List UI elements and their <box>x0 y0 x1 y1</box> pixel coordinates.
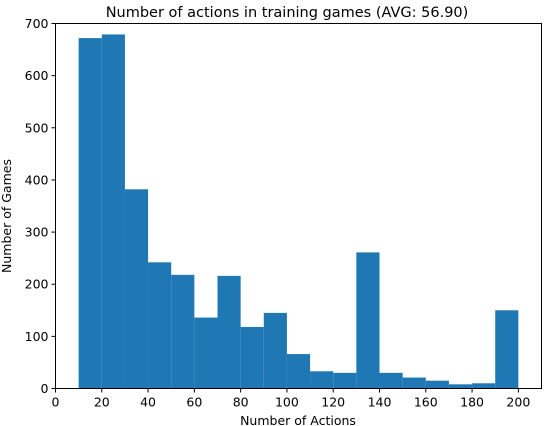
y-tick-label: 300 <box>25 225 49 240</box>
x-tick-label: 100 <box>275 395 299 410</box>
x-tick-label: 20 <box>94 395 110 410</box>
x-axis-label: Number of Actions <box>240 413 356 426</box>
y-tick-label: 200 <box>25 277 49 292</box>
y-axis-label: Number of Games <box>0 159 14 273</box>
histogram-bar <box>356 252 380 389</box>
y-tick-label: 700 <box>25 16 49 31</box>
histogram-bar <box>472 383 496 389</box>
histogram-bar <box>286 354 311 389</box>
y-tick-label: 400 <box>25 172 49 187</box>
histogram-bar <box>194 317 218 389</box>
bars-group <box>78 34 519 389</box>
y-tick-label: 0 <box>41 381 49 396</box>
x-tick-label: 140 <box>368 395 392 410</box>
plot-frame <box>55 23 542 389</box>
x-tick-label: 160 <box>414 395 438 410</box>
histogram-bar <box>78 38 102 389</box>
histogram-bar <box>333 372 357 389</box>
histogram-bar <box>263 312 287 389</box>
y-tick-label: 500 <box>25 120 49 135</box>
x-tick-label: 180 <box>460 395 484 410</box>
x-tick-label: 0 <box>52 395 60 410</box>
histogram-bar <box>171 274 195 389</box>
y-axis-ticks: 0 100 200 300 400 500 600 700 <box>25 16 56 396</box>
x-tick-label: 80 <box>233 395 249 410</box>
y-tick-label: 600 <box>25 68 49 83</box>
histogram-bar <box>495 310 519 389</box>
y-tick-label: 100 <box>25 329 49 344</box>
histogram-bar <box>240 326 264 389</box>
x-tick-label: 40 <box>140 395 156 410</box>
histogram-bar <box>425 380 449 389</box>
x-tick-label: 200 <box>506 395 530 410</box>
chart-title: Number of actions in training games (AVG… <box>106 5 469 21</box>
histogram-bar <box>217 275 241 389</box>
histogram-bar <box>148 262 172 389</box>
histogram-bar <box>101 34 125 389</box>
histogram-bar <box>310 371 334 389</box>
histogram-bar <box>448 384 473 389</box>
x-tick-label: 60 <box>186 395 202 410</box>
x-tick-label: 120 <box>321 395 345 410</box>
histogram-bar <box>124 189 149 389</box>
histogram-bar <box>402 377 426 389</box>
x-axis-ticks: 0 20 40 60 80 100 120 140 160 180 200 <box>52 388 530 410</box>
histogram-bar <box>379 372 403 389</box>
